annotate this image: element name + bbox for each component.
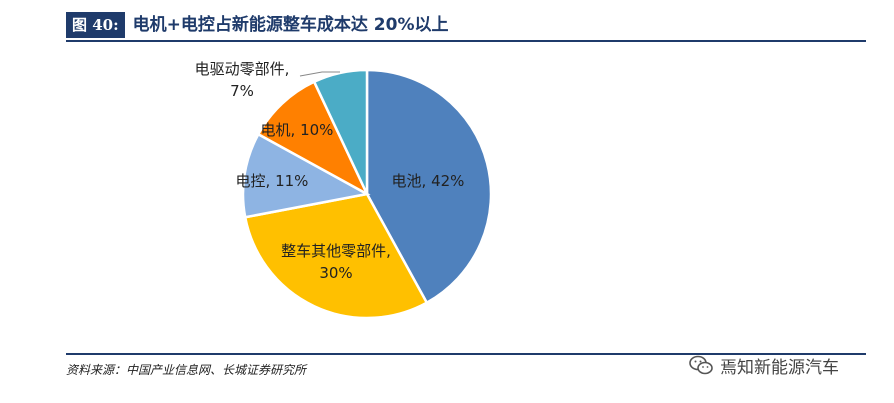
watermark: 焉知新能源汽车 [688, 350, 839, 380]
pie-slice [365, 68, 493, 305]
slice-value-label: 30% [319, 264, 352, 282]
bottom-rule [66, 353, 866, 355]
slice-value-label: 7% [230, 82, 254, 100]
wechat-icon [689, 355, 713, 375]
slice-label: 电驱动零部件, [195, 60, 290, 78]
slice-label: 电控, 11% [236, 172, 309, 190]
figure-title: 电机+电控占新能源整车成本达 20%以上 [132, 15, 449, 35]
pie-slice [243, 192, 429, 320]
slice-label: 整车其他零部件, [281, 242, 391, 260]
top-rule [66, 40, 866, 42]
figure-title-bar: 图 40: 电机+电控占新能源整车成本达 20%以上 [66, 12, 866, 38]
pie-slice [241, 132, 371, 219]
source-note: 资料来源：中国产业信息网、长城证券研究所 [66, 363, 307, 377]
pie-slice [256, 80, 370, 197]
leader-line [299, 71, 340, 77]
pie-slice [312, 68, 369, 195]
slice-label: 电机, 10% [261, 121, 334, 139]
figure-tag: 图 40: [66, 12, 125, 38]
watermark-text: 焉知新能源汽车 [720, 357, 839, 378]
slice-label: 电池, 42% [392, 172, 465, 190]
